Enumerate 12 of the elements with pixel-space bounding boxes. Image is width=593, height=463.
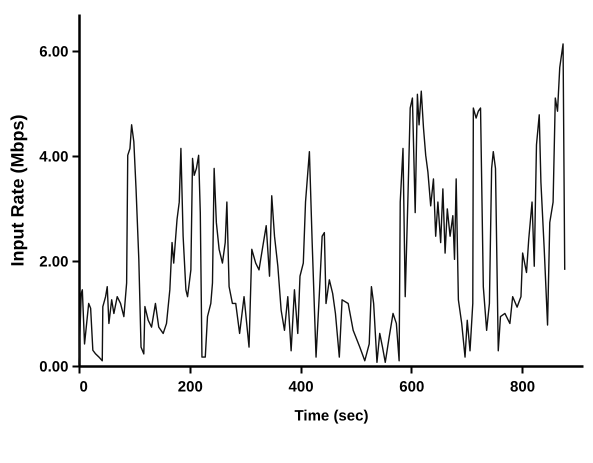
x-tick-label: 800 — [510, 378, 536, 396]
x-axis-title: Time (sec) — [294, 408, 368, 424]
x-tick-label: 400 — [288, 378, 314, 396]
y-tick-label: 2.00 — [39, 253, 68, 270]
x-tick-label: 600 — [399, 378, 424, 396]
line-series — [78, 43, 566, 365]
y-tick-label: 6.00 — [39, 43, 68, 60]
x-tick-label: 200 — [178, 378, 203, 396]
y-axis-title: Input Rate (Mbps) — [7, 114, 28, 266]
y-tick-label: 4.00 — [39, 148, 68, 166]
y-tick-label: 0.00 — [39, 358, 68, 376]
x-tick-label: 0 — [80, 378, 88, 396]
